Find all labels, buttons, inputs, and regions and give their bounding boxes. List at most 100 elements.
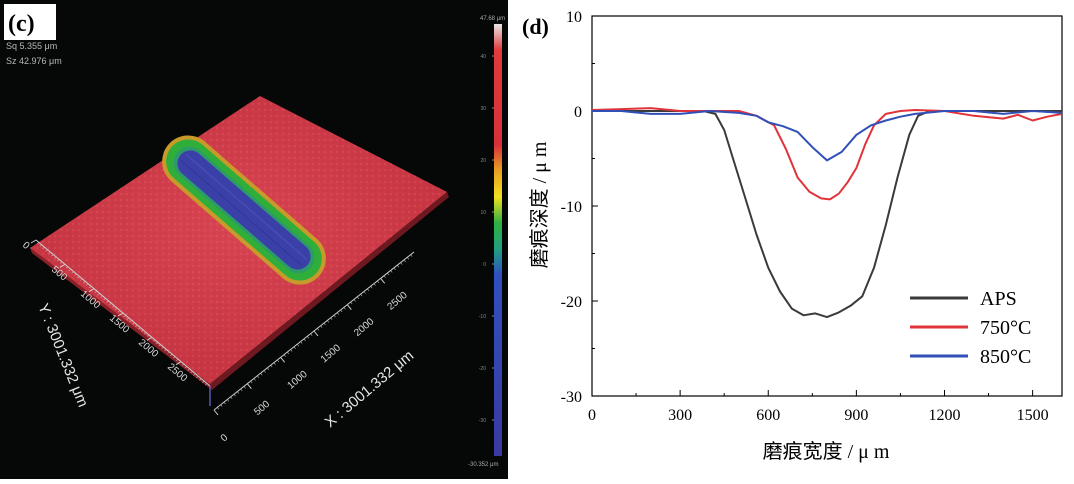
y-minor-tick: [187, 368, 190, 371]
y-minor-tick: [132, 322, 135, 325]
x-minor-tick: [253, 378, 256, 381]
x-minor-tick: [267, 367, 270, 371]
x-minor-tick: [247, 383, 250, 386]
colorbar-tick-label: 0: [483, 262, 486, 268]
y-axis-title: Y : 3001.332 μm: [34, 301, 91, 409]
y-minor-tick: [184, 366, 187, 369]
x-minor-tick: [357, 296, 360, 299]
x-minor-tick: [330, 317, 333, 321]
colorbar-tick-label: -10: [479, 314, 486, 320]
x-minor-tick: [400, 262, 403, 265]
y-minor-tick: [97, 293, 100, 296]
x-minor-tick: [313, 330, 316, 334]
y-minor-tick: [155, 341, 158, 344]
y-minor-tick: [170, 354, 173, 357]
colorbar-ticks: 40 30 20 10 0 -10 -20 -30: [479, 54, 494, 424]
y-minor-tick: [120, 312, 124, 315]
x-minor-tick: [220, 404, 223, 407]
colorbar-tick-label: 30: [480, 106, 486, 112]
y-minor-tick: [123, 315, 127, 318]
x-minor-tick: [407, 257, 410, 260]
x-minor-tick: [310, 333, 313, 336]
x-minor-tick: [287, 351, 290, 355]
y-minor-tick: [175, 358, 179, 361]
x-minor-tick: [303, 338, 306, 342]
y-minor-tick: [62, 264, 66, 267]
x-tick-label: 2500: [386, 290, 410, 313]
x-minor-tick: [347, 304, 350, 307]
y-minor-tick: [196, 376, 199, 379]
x-minor-tick: [233, 394, 236, 397]
x-tick-label: 500: [252, 399, 272, 418]
y-minor-tick: [202, 380, 205, 383]
surface-right-edge: [210, 192, 449, 390]
x-axis-label: 磨痕宽度 / μ m: [763, 440, 890, 463]
x-tick-label: 1000: [286, 369, 310, 392]
y-minor-tick: [204, 383, 208, 386]
x-minor-tick: [263, 370, 266, 373]
y-minor-tick: [138, 327, 141, 330]
x-tick-label: 0: [219, 432, 231, 444]
y-minor-tick: [112, 305, 115, 308]
x-minor-tick: [260, 372, 263, 376]
y-minor-tick: [91, 288, 95, 291]
x-minor-tick: [340, 309, 343, 313]
y-minor-tick: [144, 332, 147, 335]
colorbar-bottom-value: -30.352 μm: [468, 462, 498, 468]
x-tick-label: 2000: [352, 316, 376, 339]
y-minor-tick: [86, 283, 89, 286]
sq-readout: Sq 5.355 μm: [6, 41, 57, 51]
series-lines: [591, 107, 1063, 319]
y-axis-label: 磨痕深度 / μ m: [528, 141, 551, 268]
y-minor-tick: [57, 259, 60, 262]
y-minor-tick: [109, 303, 112, 306]
x-minor-tick: [293, 346, 296, 349]
series-line-APS: [592, 110, 1062, 319]
y-minor-tick: [181, 363, 185, 366]
x-minor-tick: [350, 301, 353, 305]
x-minor-tick: [300, 341, 303, 344]
y-minor-tick: [173, 356, 176, 359]
surface-profile-panel: (c) Sq 5.355 μm Sz 42.976 μm 47.68 μm 40…: [0, 0, 508, 479]
x-minor-tick: [337, 312, 340, 315]
y-minor-tick: [51, 254, 54, 257]
y-minor-tick: [199, 378, 202, 381]
y-minor-tick: [33, 239, 37, 242]
x-minor-tick: [373, 283, 376, 286]
y-minor-tick: [135, 324, 138, 327]
y-tick-label: 0: [20, 240, 32, 252]
y-minor-tick: [65, 266, 69, 269]
colorbar-tick-label: 40: [480, 54, 486, 60]
y-minor-tick: [94, 290, 98, 293]
x-minor-tick: [277, 359, 280, 363]
y-minor-tick: [74, 273, 77, 276]
y-minor-tick: [167, 351, 170, 354]
depth-profile-chart: (d) 10 0 -10 -20 -30 0 300 600 900 1200 1500 APS 7…: [522, 9, 1063, 463]
y-tick-label: -20: [561, 294, 582, 311]
colorbar-tick-label: -30: [479, 418, 486, 424]
y-minor-tick: [141, 329, 144, 332]
y-minor-tick: [36, 242, 40, 245]
y-minor-tick: [54, 256, 57, 259]
y-minor-tick: [106, 300, 109, 303]
x-minor-tick: [297, 343, 300, 347]
y-minor-tick: [88, 285, 92, 288]
y-tick-label: -10: [561, 199, 582, 216]
x-minor-tick: [213, 409, 216, 413]
x-minor-tick: [397, 264, 400, 268]
y-minor-tick: [115, 307, 118, 310]
plot-frame: [591, 15, 1063, 397]
y-minor-tick: [77, 276, 80, 279]
legend-label: APS: [980, 288, 1017, 310]
panel-label-d: (d): [522, 14, 549, 39]
panel-label-box: [4, 4, 56, 40]
y-minor-tick: [152, 339, 156, 342]
x-minor-tick: [217, 407, 220, 410]
x-tick-label: 0: [588, 407, 596, 424]
series-line-850C: [592, 110, 1063, 162]
x-tick-label: 300: [668, 407, 692, 424]
y-minor-tick: [129, 320, 132, 323]
x-axis-ticks: 0 300 600 900 1200 1500: [588, 390, 1049, 424]
y-tick-label: 10: [566, 9, 582, 26]
y-minor-tick: [149, 337, 153, 340]
